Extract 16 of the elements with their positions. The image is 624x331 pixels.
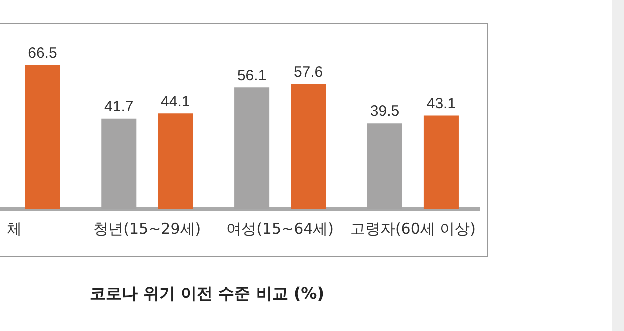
bar <box>424 116 459 209</box>
data-label: 39.5 <box>370 103 400 120</box>
x-tick-label: 청년(15~29세) <box>94 220 202 238</box>
data-label: 44.1 <box>161 93 190 110</box>
x-tick-label: 여성(15~64세) <box>226 220 334 238</box>
bar <box>291 84 326 209</box>
bar <box>158 114 194 209</box>
data-label: 43.1 <box>426 95 456 112</box>
x-tick-label: 체 <box>6 220 22 238</box>
data-label: 56.1 <box>237 67 267 84</box>
bar <box>25 65 60 209</box>
text: 코로나 위기 이전 수준 비교 (%) <box>90 284 325 305</box>
data-label: 57.6 <box>294 64 324 82</box>
data-label: 41.7 <box>104 98 134 116</box>
x-tick-label: 고령자(60세 이상) <box>350 220 476 238</box>
data-label: 66.5 <box>28 44 58 62</box>
